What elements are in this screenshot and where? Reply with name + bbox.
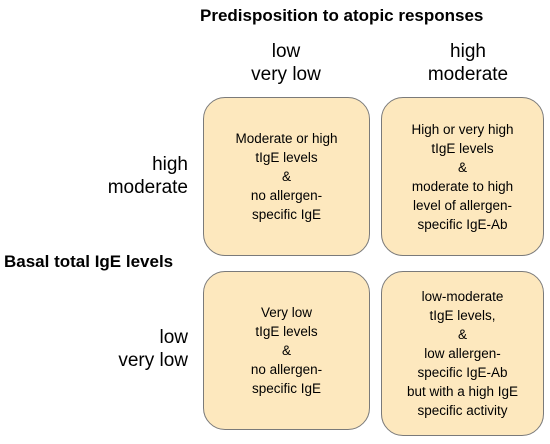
cell-top-left: Moderate or high tIgE levels & no allerg… <box>203 97 370 256</box>
cell-top-right-text: High or very high tIgE levels & moderate… <box>411 121 514 232</box>
row-label-low-line1: low <box>159 327 188 348</box>
column-label-low-line1: low <box>271 41 301 62</box>
cell-bottom-right: low-moderate tIgE levels, & low allergen… <box>381 271 544 436</box>
row-label-high-line2: moderate <box>107 177 188 198</box>
cell-top-left-text: Moderate or high tIgE levels & no allerg… <box>235 131 338 222</box>
cell-bottom-left: Very low tIgE levels & no allergen- spec… <box>203 271 370 430</box>
column-label-low-line2: very low <box>251 64 321 85</box>
column-label-low: low very low <box>211 40 361 86</box>
column-label-high-line1: high <box>450 41 486 62</box>
column-label-high: high moderate <box>393 40 543 86</box>
row-label-high-line1: high <box>152 154 188 175</box>
cell-top-right: High or very high tIgE levels & moderate… <box>381 97 544 256</box>
row-label-low-line2: very low <box>118 350 188 371</box>
row-label-low: low very low <box>58 326 188 372</box>
cell-bottom-right-text: low-moderate tIgE levels, & low allergen… <box>406 289 519 418</box>
row-label-high: high moderate <box>58 153 188 199</box>
predisposition-title: Predisposition to atopic responses <box>200 6 484 25</box>
basal-ige-title: Basal total IgE levels <box>4 252 174 271</box>
cell-bottom-left-text: Very low tIgE levels & no allergen- spec… <box>250 305 323 396</box>
column-label-high-line2: moderate <box>427 64 509 85</box>
